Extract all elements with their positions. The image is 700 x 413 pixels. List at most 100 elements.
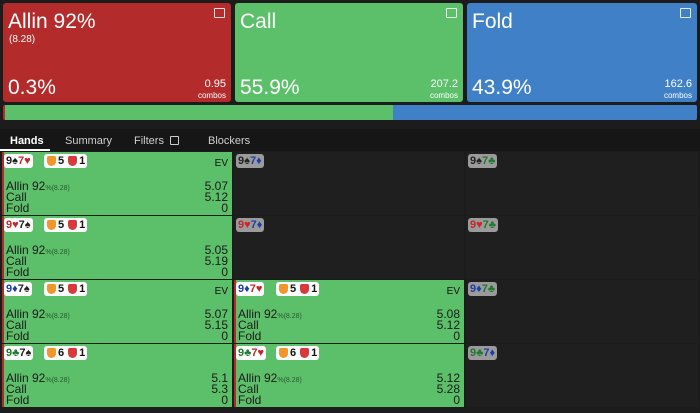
card-rank: 9 xyxy=(6,155,13,167)
hand-cell-empty[interactable]: 9 ♥ 7 ♦ xyxy=(234,216,464,279)
card-suit: ♦ xyxy=(489,347,496,359)
ev-label: EV xyxy=(214,158,228,169)
action-name: Allin 92% xyxy=(8,10,96,33)
tab[interactable]: Filters xyxy=(134,135,164,147)
ev-value: 5.07 xyxy=(204,307,228,321)
tab-bar-bg xyxy=(0,129,700,151)
card-rank: 7 xyxy=(250,219,257,231)
expand-icon[interactable] xyxy=(446,8,457,18)
action-ev-row: Allin 92%(8.28) 5.07 xyxy=(6,308,228,320)
tab[interactable]: Summary xyxy=(65,135,113,147)
card-rank: 7 xyxy=(249,283,256,295)
card-rank: 9 xyxy=(238,219,245,231)
hand-cell[interactable]: 9 ♦ 7 ♥ 5 1 EV Allin 92%(8.28) 5.08 Call 5.12 Fold 0 xyxy=(234,280,464,343)
ev-value: 0 xyxy=(221,393,228,407)
hand-cell[interactable]: 9 ♠ 7 ♥ 5 1 EV Allin 92%(8.28) 5.07 Call 5.12 Fold 0 xyxy=(2,152,232,215)
card-suit: ♦ xyxy=(244,283,250,295)
badge-count: 5 xyxy=(58,283,65,295)
hand-chip: 9 ♥ 7 ♣ xyxy=(468,218,498,232)
expand-icon[interactable] xyxy=(214,8,225,18)
badge-count: 5 xyxy=(58,155,65,167)
combos-value: 0.95 xyxy=(204,78,226,90)
action-label: Call xyxy=(238,382,259,396)
ev-label: EV xyxy=(214,286,228,297)
action-label: Allin 92 xyxy=(6,243,46,257)
ev-label: EV xyxy=(446,286,460,297)
action-note: %(8.28) xyxy=(45,249,70,256)
hand-cell-empty[interactable]: 9 ♠ 7 ♣ xyxy=(466,152,698,215)
hand-cell[interactable]: 9 ♣ 7 ♥ 6 1 Allin 92%(8.28) 5.12 Call 5.28 Fold 0 xyxy=(234,344,464,407)
hand-chip: 9 ♦ 7 ♣ xyxy=(468,282,498,296)
action-note: %(8.28) xyxy=(45,313,70,320)
ev-value: 5.12 xyxy=(436,318,460,332)
card-rank: 7 xyxy=(249,155,257,167)
hand-cell-empty[interactable]: 9 ♠ 7 ♦ xyxy=(234,152,464,215)
hand-cell-empty[interactable]: 9 ♣ 7 ♦ xyxy=(466,344,698,407)
hand-cell[interactable]: 9 ♣ 7 ♠ 6 1 Allin 92%(8.28) 5.1 Call 5.3 Fold 0 xyxy=(2,344,232,407)
hand-chip: 9 ♦ 7 ♥ xyxy=(236,282,265,296)
card-suit: ♣ xyxy=(476,347,484,359)
card-suit: ♥ xyxy=(24,155,31,167)
badge-icon xyxy=(279,284,288,294)
ev-value: 0 xyxy=(221,201,228,215)
card-suit: ♠ xyxy=(24,219,31,231)
ev-value: 5.15 xyxy=(204,318,228,332)
action-name: Fold xyxy=(472,10,513,33)
hand-cell-empty[interactable]: 9 ♥ 7 ♣ xyxy=(466,216,698,279)
action-ev-row: Call 5.12 xyxy=(6,191,228,203)
ev-value: 0 xyxy=(221,329,228,343)
action-ev-row: Fold 0 xyxy=(6,202,228,214)
badge-count: 1 xyxy=(79,219,86,231)
action-ev-row: Allin 92%(8.28) 5.07 xyxy=(6,180,228,192)
badge-count: 1 xyxy=(311,283,318,295)
hand-cell[interactable]: 9 ♥ 7 ♠ 5 1 Allin 92%(8.28) 5.05 Call 5.19 Fold 0 xyxy=(2,216,232,279)
combos-value: 162.6 xyxy=(664,78,692,90)
hand-chip: 9 ♣ 7 ♥ xyxy=(236,346,266,360)
card-suit: ♣ xyxy=(487,283,496,295)
hand-chip: 9 ♠ 7 ♦ xyxy=(236,154,264,168)
allin-strip xyxy=(2,216,4,279)
expand-icon[interactable] xyxy=(680,8,691,18)
badge-icon xyxy=(68,284,78,294)
card-suit: ♦ xyxy=(256,155,262,167)
tab[interactable]: Blockers xyxy=(208,135,251,147)
card-rank: 7 xyxy=(481,283,488,295)
card-rank: 9 xyxy=(238,155,245,167)
card-suit: ♣ xyxy=(244,347,252,359)
card-rank: 9 xyxy=(470,283,477,295)
ev-value: 5.12 xyxy=(204,190,228,204)
tab-underline xyxy=(0,149,50,151)
action-ev-row: Fold 0 xyxy=(238,394,460,406)
hand-cell-empty[interactable]: 9 ♦ 7 ♣ xyxy=(466,280,698,343)
ev-value: 5.07 xyxy=(204,179,228,193)
card-rank: 7 xyxy=(482,219,489,231)
action-ev-row: Call 5.3 xyxy=(6,383,228,395)
filter-icon xyxy=(170,136,179,145)
badge-count: 1 xyxy=(311,347,318,359)
badge-count: 5 xyxy=(58,219,65,231)
action-box[interactable]: Fold 43.9% 162.6 combos xyxy=(467,3,697,102)
action-box[interactable]: Call 55.9% 207.2 combos xyxy=(235,3,463,102)
hand-chip: 9 ♥ 7 ♠ xyxy=(4,218,33,232)
action-ev-row: Fold 0 xyxy=(6,266,228,278)
card-rank: 9 xyxy=(6,283,13,295)
card-suit: ♠ xyxy=(23,283,30,295)
action-ev-row: Allin 92%(8.28) 5.08 xyxy=(238,308,460,320)
hand-cell[interactable]: 9 ♦ 7 ♠ 5 1 EV Allin 92%(8.28) 5.07 Call 5.15 Fold 0 xyxy=(2,280,232,343)
action-ev-row: Allin 92%(8.28) 5.1 xyxy=(6,372,228,384)
ev-value: 0 xyxy=(453,329,460,343)
action-label: Fold xyxy=(238,393,262,407)
action-name: Call xyxy=(240,10,277,33)
card-suit: ♣ xyxy=(12,347,20,359)
card-suit: ♥ xyxy=(12,219,19,231)
action-box[interactable]: Allin 92% (8.28) 0.3% 0.95 combos xyxy=(3,3,231,102)
action-ev-row: Call 5.12 xyxy=(238,319,460,331)
card-suit: ♥ xyxy=(244,219,251,231)
card-suit: ♦ xyxy=(256,219,263,231)
hand-chip: 9 ♥ 7 ♦ xyxy=(236,218,265,232)
action-label: Allin 92 xyxy=(6,371,46,385)
tab[interactable]: Hands xyxy=(10,135,44,147)
